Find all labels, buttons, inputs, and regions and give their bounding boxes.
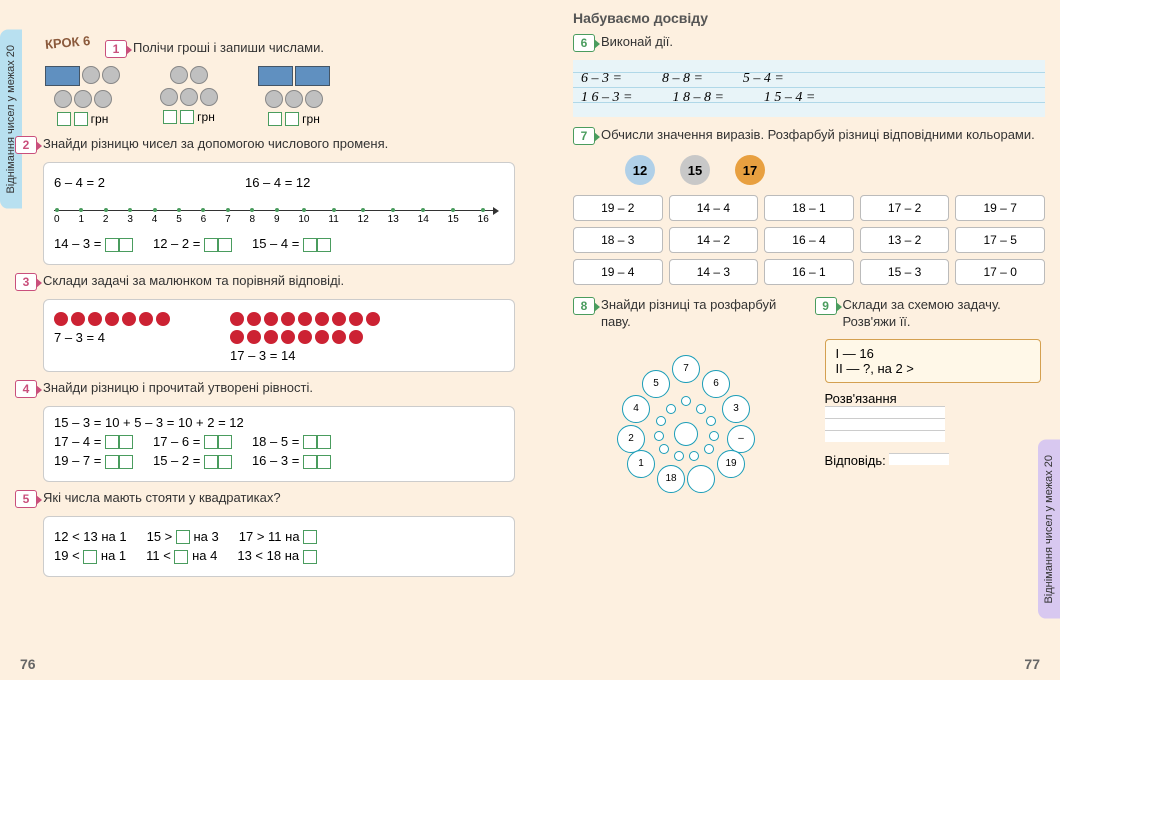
- expr-cell: 18 – 3: [573, 227, 663, 253]
- peacock-diagram: 756432–11918: [601, 339, 781, 499]
- task-9-text: Склади за схемою задачу. Розв'яжи її.: [843, 297, 1042, 331]
- task-9-num: 9: [815, 297, 837, 315]
- expr-cell: 19 – 4: [573, 259, 663, 285]
- expr-cell: 13 – 2: [860, 227, 950, 253]
- expr-cell: 16 – 4: [764, 227, 854, 253]
- task-8-num: 8: [573, 297, 595, 315]
- expr-cell: 14 – 3: [669, 259, 759, 285]
- color-circle: 12: [625, 155, 655, 185]
- page-right: Набуваємо досвіду 6 Виконай дії. 6 – 3 =…: [530, 0, 1060, 680]
- task-3-box: 7 – 3 = 4 17 – 3 = 14: [43, 299, 515, 372]
- task-7-expr-grid: 19 – 214 – 418 – 117 – 219 – 7 18 – 314 –…: [573, 195, 1045, 285]
- expr-cell: 17 – 0: [955, 259, 1045, 285]
- task-8-text: Знайди різниці та розфарбуй паву.: [601, 297, 800, 331]
- page-num-left: 76: [20, 656, 36, 672]
- task-6-num: 6: [573, 34, 595, 52]
- color-circle: 15: [680, 155, 710, 185]
- task-3-text: Склади задачі за малюнком та порівняй ві…: [43, 273, 344, 290]
- task-5-text: Які числа мають стояти у квадратиках?: [43, 490, 281, 507]
- page-spread: Віднімання чисел у межах 20 Віднімання ч…: [0, 0, 1060, 680]
- task-6-grid: 6 – 3 =8 – 8 =5 – 4 =1 6 – 3 =1 8 – 8 =1…: [573, 60, 1045, 117]
- task-5-num: 5: [15, 490, 37, 508]
- expr-cell: 19 – 7: [955, 195, 1045, 221]
- task-4-text: Знайди різницю і прочитай утворені рівно…: [43, 380, 313, 397]
- task-4-box: 15 – 3 = 10 + 5 – 3 = 10 + 2 = 12 17 – 4…: [43, 406, 515, 482]
- section-title: Набуваємо досвіду: [573, 10, 1045, 26]
- expr-cell: 15 – 3: [860, 259, 950, 285]
- task-7-text: Обчисли значення виразів. Розфарбуй різн…: [601, 127, 1035, 144]
- task-1-num: 1: [105, 40, 127, 58]
- task-3-num: 3: [15, 273, 37, 291]
- task-6-text: Виконай дії.: [601, 34, 673, 51]
- task-4-num: 4: [15, 380, 37, 398]
- expr-cell: 17 – 2: [860, 195, 950, 221]
- expr-cell: 18 – 1: [764, 195, 854, 221]
- expr-cell: 16 – 1: [764, 259, 854, 285]
- task-2-text: Знайди різницю чисел за допомогою числов…: [43, 136, 388, 153]
- page-left: КРОК 6 1 Полічи гроші і запиши числами. …: [0, 0, 530, 680]
- expr-cell: 14 – 2: [669, 227, 759, 253]
- color-circle: 17: [735, 155, 765, 185]
- krok-badge: КРОК 6: [44, 33, 90, 52]
- task-2-num: 2: [15, 136, 37, 154]
- expr-cell: 14 – 4: [669, 195, 759, 221]
- task-2-box: 6 – 4 = 216 – 4 = 12 0123456789101112131…: [43, 162, 515, 265]
- page-num-right: 77: [1024, 656, 1040, 672]
- task-7-num: 7: [573, 127, 595, 145]
- money-row: грн грн грн: [45, 66, 515, 126]
- expr-cell: 17 – 5: [955, 227, 1045, 253]
- task-1-text: Полічи гроші і запиши числами.: [133, 40, 324, 57]
- expr-cell: 19 – 2: [573, 195, 663, 221]
- task-5-box: 12 < 13 на 115 > на 317 > 11 на 19 < на …: [43, 516, 515, 577]
